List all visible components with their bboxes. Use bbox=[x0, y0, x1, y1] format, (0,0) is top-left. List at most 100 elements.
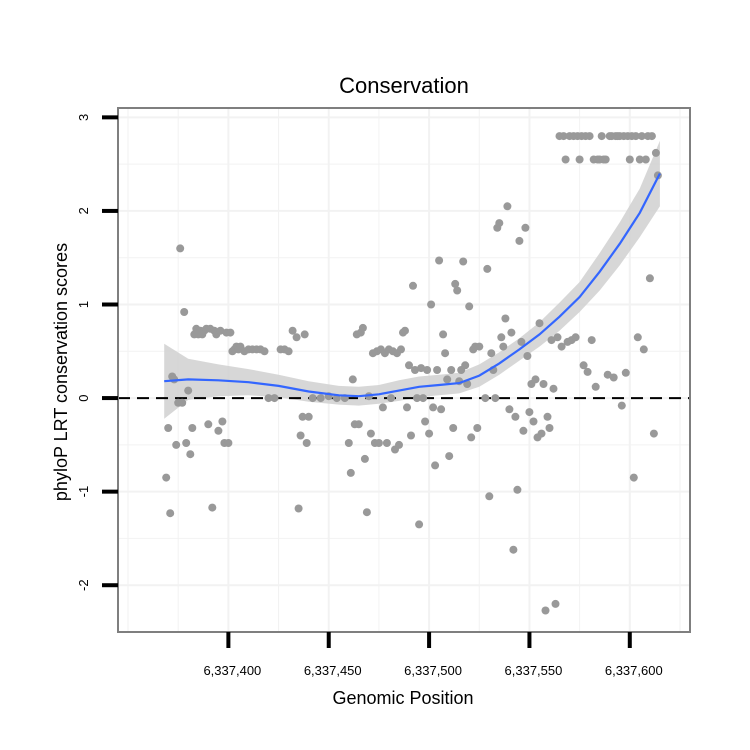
data-point bbox=[296, 431, 305, 440]
data-point bbox=[423, 366, 432, 374]
data-point bbox=[264, 394, 273, 403]
data-point bbox=[429, 403, 438, 412]
chart-title: Conservation bbox=[339, 73, 469, 98]
data-point bbox=[467, 433, 476, 442]
data-point bbox=[521, 223, 530, 232]
data-point bbox=[481, 394, 490, 403]
data-point bbox=[344, 439, 353, 447]
data-point bbox=[415, 520, 424, 529]
data-point bbox=[180, 308, 189, 316]
data-point bbox=[579, 361, 588, 370]
data-point bbox=[300, 330, 309, 339]
data-point bbox=[633, 333, 642, 342]
x-tick-label: 6,337,600 bbox=[605, 663, 663, 678]
data-point bbox=[419, 394, 428, 403]
plot-frame bbox=[117, 107, 691, 633]
data-point bbox=[204, 420, 213, 429]
data-point bbox=[308, 394, 317, 403]
data-point bbox=[435, 256, 444, 265]
data-point bbox=[495, 219, 504, 228]
data-point bbox=[162, 473, 171, 482]
data-point bbox=[517, 337, 526, 346]
data-point bbox=[641, 155, 650, 164]
data-point bbox=[531, 375, 540, 384]
data-points bbox=[162, 132, 662, 615]
x-axis-title: Genomic Position bbox=[332, 688, 473, 708]
data-point bbox=[621, 368, 630, 377]
y-axis-ticks: -2 -1 0 1 2 3 bbox=[76, 114, 118, 591]
data-point bbox=[437, 405, 446, 414]
data-point bbox=[298, 412, 307, 421]
data-point bbox=[503, 202, 512, 211]
data-point bbox=[441, 349, 450, 358]
data-point bbox=[647, 132, 656, 141]
data-point bbox=[413, 394, 421, 403]
data-point bbox=[294, 504, 303, 513]
data-point bbox=[537, 429, 546, 438]
data-point bbox=[487, 349, 496, 358]
x-tick-label: 6,337,550 bbox=[505, 663, 563, 678]
data-point bbox=[507, 328, 516, 337]
y-tick-label: 0 bbox=[76, 394, 91, 401]
data-point bbox=[529, 417, 538, 426]
data-point bbox=[403, 403, 411, 412]
data-point bbox=[505, 405, 514, 414]
data-point bbox=[585, 132, 594, 141]
data-point bbox=[184, 386, 193, 395]
data-point bbox=[407, 431, 415, 440]
data-point bbox=[497, 333, 506, 342]
y-tick-label: -2 bbox=[76, 579, 91, 591]
data-point bbox=[172, 440, 181, 449]
data-point bbox=[451, 279, 460, 288]
data-point bbox=[453, 286, 462, 295]
data-point bbox=[445, 452, 454, 461]
data-point bbox=[395, 440, 403, 449]
data-point bbox=[358, 323, 367, 332]
data-point bbox=[545, 424, 554, 432]
data-point bbox=[461, 361, 470, 370]
data-point bbox=[346, 468, 355, 477]
data-point bbox=[409, 281, 417, 290]
data-point bbox=[543, 412, 552, 421]
x-axis-ticks: 6,337,400 6,337,450 6,337,500 6,337,550 6,33… bbox=[203, 632, 663, 678]
data-point bbox=[587, 336, 596, 345]
data-point bbox=[519, 426, 528, 435]
data-point bbox=[559, 132, 568, 141]
data-point bbox=[617, 401, 626, 410]
data-point bbox=[214, 426, 223, 435]
x-tick-label: 6,337,450 bbox=[304, 663, 362, 678]
data-point bbox=[571, 333, 580, 342]
x-tick-label: 6,337,500 bbox=[404, 663, 462, 678]
data-point bbox=[164, 424, 173, 432]
data-point bbox=[362, 508, 371, 517]
data-point bbox=[188, 424, 197, 432]
data-point bbox=[561, 155, 570, 164]
data-point bbox=[425, 429, 434, 438]
smooth-fit-line bbox=[164, 172, 661, 398]
data-point bbox=[449, 424, 458, 432]
data-point bbox=[216, 326, 225, 335]
data-point bbox=[178, 398, 187, 407]
y-tick-label: 1 bbox=[76, 301, 91, 308]
y-tick-label: 3 bbox=[76, 114, 91, 121]
data-point bbox=[583, 367, 592, 376]
data-point bbox=[609, 373, 618, 382]
data-point bbox=[427, 300, 436, 309]
data-point bbox=[645, 274, 654, 283]
data-point bbox=[348, 375, 357, 384]
data-point bbox=[501, 314, 510, 323]
data-point bbox=[597, 132, 606, 141]
y-tick-label: -1 bbox=[76, 486, 91, 498]
confidence-band bbox=[164, 140, 660, 419]
data-point bbox=[547, 336, 556, 345]
data-point bbox=[603, 370, 612, 379]
data-point bbox=[411, 366, 419, 374]
data-point bbox=[366, 429, 375, 438]
data-point bbox=[382, 439, 391, 447]
data-point bbox=[515, 236, 524, 245]
data-point bbox=[292, 333, 301, 342]
data-point bbox=[284, 347, 293, 356]
data-point bbox=[535, 319, 544, 328]
